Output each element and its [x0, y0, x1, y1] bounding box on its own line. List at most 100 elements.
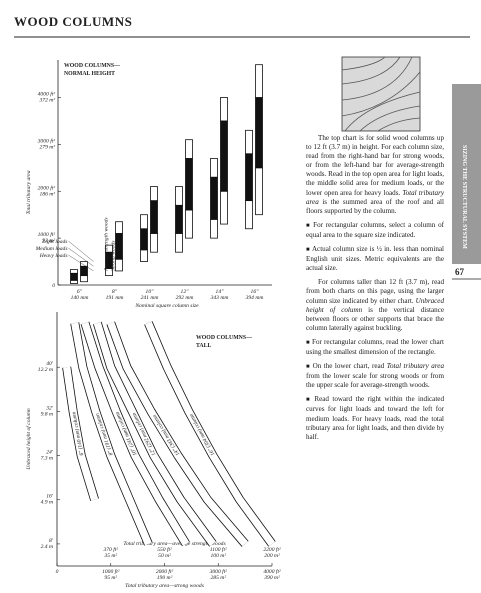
y-tick-label-metric: 372 m²: [38, 98, 55, 104]
y-tick-label-metric: 279 m²: [39, 144, 55, 150]
bar-segment: [245, 129, 253, 155]
y-axis-label: Unbraced height of column: [25, 408, 32, 470]
x-tick-label: 10": [146, 289, 155, 295]
bar-segment: [150, 233, 158, 253]
bar-segment: [70, 279, 78, 284]
y-tick-label-metric: 7.3 m: [41, 456, 53, 462]
text-run: The top chart is for solid wood columns …: [306, 134, 444, 197]
curve-band-inner: [107, 321, 248, 547]
y-tick-label: 4000 ft²: [38, 91, 56, 98]
x-tick-label-metric: 390 m²: [263, 575, 280, 581]
paragraph: Actual column size is ½ in. less than no…: [306, 245, 444, 273]
paragraph: The top chart is for solid wood columns …: [306, 134, 444, 216]
wood-grain-image: [341, 56, 421, 132]
x-tick-label-metric: 394 mm: [245, 295, 264, 301]
bar-segment: [140, 228, 148, 251]
y-tick-label-metric: 12.2 m: [38, 367, 53, 373]
bar-segment: [115, 221, 123, 234]
bar-segment: [80, 275, 88, 283]
text-run: Total tributary area: [306, 188, 444, 206]
text-run: is the vertical distance between floors …: [306, 305, 444, 332]
bar-segment: [255, 97, 263, 169]
side-tab-label: SIZING THE STRUCTURAL SYSTEM: [461, 145, 467, 249]
y-tick-label-metric: 93 m²: [42, 238, 55, 244]
avg-tick-label: 550 ft²: [157, 546, 172, 553]
x-tick-label-metric: 140 mm: [71, 295, 89, 301]
bar-segment: [175, 233, 183, 253]
bar-segment: [185, 139, 193, 159]
bar-segment: [210, 176, 218, 220]
x-tick-label: 4000 ft²: [263, 568, 281, 575]
chart-title: TALL: [196, 343, 211, 349]
bar-segment: [255, 167, 263, 216]
bar-segment: [115, 258, 123, 272]
bar-segment: [175, 186, 183, 206]
curve-band-inner: [93, 321, 216, 547]
body-text: The top chart is for solid wood columns …: [306, 134, 444, 447]
bar-segment: [80, 261, 88, 267]
y-tick-label: 8': [49, 538, 54, 544]
paragraph: For rectangular columns, select a column…: [306, 221, 444, 240]
chart-title: NORMAL HEIGHT: [64, 71, 115, 77]
text-run: is the summed area of the roof and all f…: [306, 197, 444, 215]
text-run: For rectangular columns, select a column…: [306, 220, 444, 239]
y-tick-label: 1000 ft²: [38, 231, 56, 238]
x-tick-label: 6": [77, 289, 83, 295]
x-tick-label: 3000 ft²: [209, 568, 228, 575]
avg-tick-label-metric: 100 m²: [210, 553, 226, 559]
chart-title: WOOD COLUMNS—: [64, 63, 120, 69]
avg-tick-label-metric: 35 m²: [103, 553, 117, 559]
x-tick-label: 16": [251, 289, 260, 295]
x-tick-label-metric: 191 mm: [106, 295, 124, 301]
x-tick-label-metric: 292 mm: [176, 295, 194, 301]
paragraph: Read toward the right within the indicat…: [306, 395, 444, 441]
curve-band-inner: [144, 321, 275, 547]
bar-segment: [255, 64, 263, 98]
x-tick-label-metric: 343 mm: [210, 295, 229, 301]
bar-segment: [245, 200, 253, 230]
y-tick-label: 32': [45, 405, 54, 411]
bar-segment: [70, 272, 78, 281]
x-tick-label: 14": [216, 289, 225, 295]
x-tick-label: 1000 ft²: [102, 568, 120, 575]
series-label: Strong woods: [111, 241, 117, 271]
bar-segment: [80, 265, 88, 277]
y-tick-label-metric: 9.8 m: [41, 411, 53, 417]
paragraph: On the lower chart, read Total tributary…: [306, 362, 444, 390]
text-run: Unbraced height of column: [306, 296, 444, 314]
x-tick-label-metric: 285 m²: [210, 575, 226, 581]
bar-segment: [150, 186, 158, 202]
bar-segment: [150, 200, 158, 234]
curve-band: [93, 321, 217, 547]
x-tick-label: 8": [112, 289, 118, 295]
bar-segment: [175, 204, 183, 234]
y-tick-label-metric: 2.4 m: [41, 544, 53, 550]
bar-segment: [185, 158, 193, 211]
x-axis-label: Total tributary area—strong woods: [125, 583, 204, 589]
bar-segment: [220, 190, 228, 225]
text-run: On the lower chart, read: [312, 362, 387, 371]
y-axis-label: Total tributary area: [26, 170, 32, 214]
avg-tick-label-metric: 200 m²: [264, 553, 280, 559]
chart-title: WOOD COLUMNS—: [196, 335, 252, 341]
curve-band-inner: [63, 366, 99, 501]
x-tick-label-metric: 241 mm: [141, 295, 159, 301]
curve-label: 6" (140 mm) column: [70, 411, 85, 456]
bar-segment: [185, 209, 193, 239]
bar-segment: [220, 97, 228, 122]
curve-band-inner: [71, 322, 152, 546]
y-tick-label: 40': [46, 361, 54, 367]
text-run: Actual column size is ½ in. less than no…: [306, 245, 444, 273]
leader-line: [68, 240, 94, 262]
text-run: Total tributary area: [386, 362, 445, 371]
text-run: from the lower scale for strong woods or…: [306, 372, 444, 390]
page-title: WOOD COLUMNS: [14, 14, 132, 29]
curve-label: 8" (191 mm) column: [94, 412, 115, 457]
bar-segment: [115, 233, 123, 260]
y-tick-label: 0: [52, 283, 55, 289]
bar-segment: [140, 249, 148, 262]
avg-tick-label: 370 ft²: [102, 546, 118, 553]
avg-tick-label: 2200 ft²: [263, 546, 281, 553]
side-tab: [452, 84, 481, 264]
